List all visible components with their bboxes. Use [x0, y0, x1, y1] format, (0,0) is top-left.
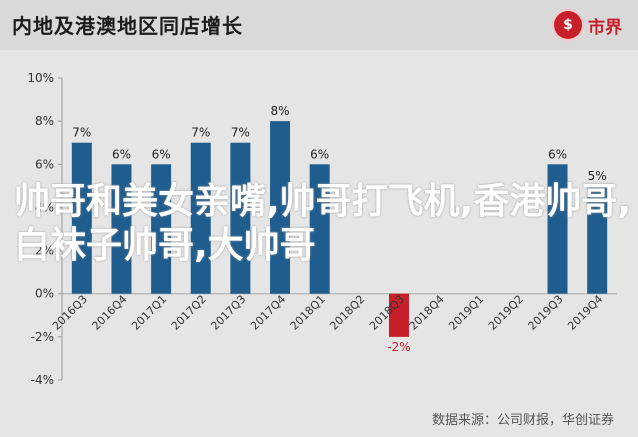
bar [71, 142, 92, 294]
data-label: 7% [191, 126, 210, 140]
bar [587, 185, 608, 294]
data-label: 5% [588, 169, 607, 183]
bar [151, 164, 172, 294]
chart-panel: -4% -2% 0% 2% 4% 6% 8% 10% 7% 2016Q3 6% 2016Q4 6% 201… [0, 50, 638, 437]
bar [309, 164, 330, 294]
source-note: 数据来源：公司财报，华创证券 [431, 413, 614, 428]
data-label: 6% [310, 147, 329, 161]
y-tick-label: 10% [27, 71, 54, 85]
data-label: 8% [271, 104, 290, 118]
x-tick-label: 2016Q4 [90, 293, 130, 333]
y-tick-label: 0% [35, 287, 54, 301]
y-tick-label: 4% [35, 200, 54, 214]
watermark-overlay-text: 帅哥和美女亲嘴,帅哥打飞机,香港帅哥,白袜子帅哥,大帅哥 [14, 181, 632, 266]
data-label: 7% [231, 126, 250, 140]
x-tick-label: 2018Q1 [288, 293, 328, 333]
bar-chart: -4% -2% 0% 2% 4% 6% 8% 10% 7% 2016Q3 6% 2016Q4 6% 201… [27, 71, 617, 387]
x-tick-label: 2016Q3 [50, 293, 90, 333]
y-tick-label: -4% [31, 373, 54, 387]
x-tick-label: 2019Q4 [565, 293, 605, 333]
y-tick-label: -2% [31, 330, 54, 344]
x-tick-label: 2017Q3 [208, 293, 248, 333]
y-tick-label: 2% [35, 244, 54, 258]
brand: $ 市界 [554, 9, 622, 41]
y-tick-label: 6% [35, 157, 54, 171]
data-label: 7% [72, 126, 91, 140]
x-tick-label: 2019Q1 [446, 293, 486, 333]
chart-title: 内地及港澳地区同店增长 [12, 14, 243, 38]
data-label: 6% [152, 147, 171, 161]
brand-name: 市界 [588, 17, 622, 38]
x-tick-label: 2019Q2 [486, 293, 526, 333]
x-tick-label: 2017Q4 [248, 293, 288, 333]
header: 内地及港澳地区同店增长 $ 市界 [0, 0, 638, 50]
bar [190, 142, 211, 294]
data-label: 6% [112, 147, 131, 161]
bar [230, 142, 251, 294]
x-tick-label: 2017Q1 [129, 293, 169, 333]
x-tick-label: 2017Q2 [169, 293, 209, 333]
bar [111, 164, 132, 294]
bar [270, 121, 291, 294]
data-label: -2% [387, 340, 410, 354]
x-tick-label: 2018Q2 [327, 293, 367, 333]
x-tick-label: 2019Q3 [526, 293, 566, 333]
bar [388, 293, 409, 337]
logo-icon: $ [554, 11, 582, 39]
x-tick-label: 2018Q4 [407, 293, 447, 333]
y-tick-label: 8% [35, 114, 54, 128]
bar [547, 164, 568, 294]
data-label: 6% [548, 147, 567, 161]
